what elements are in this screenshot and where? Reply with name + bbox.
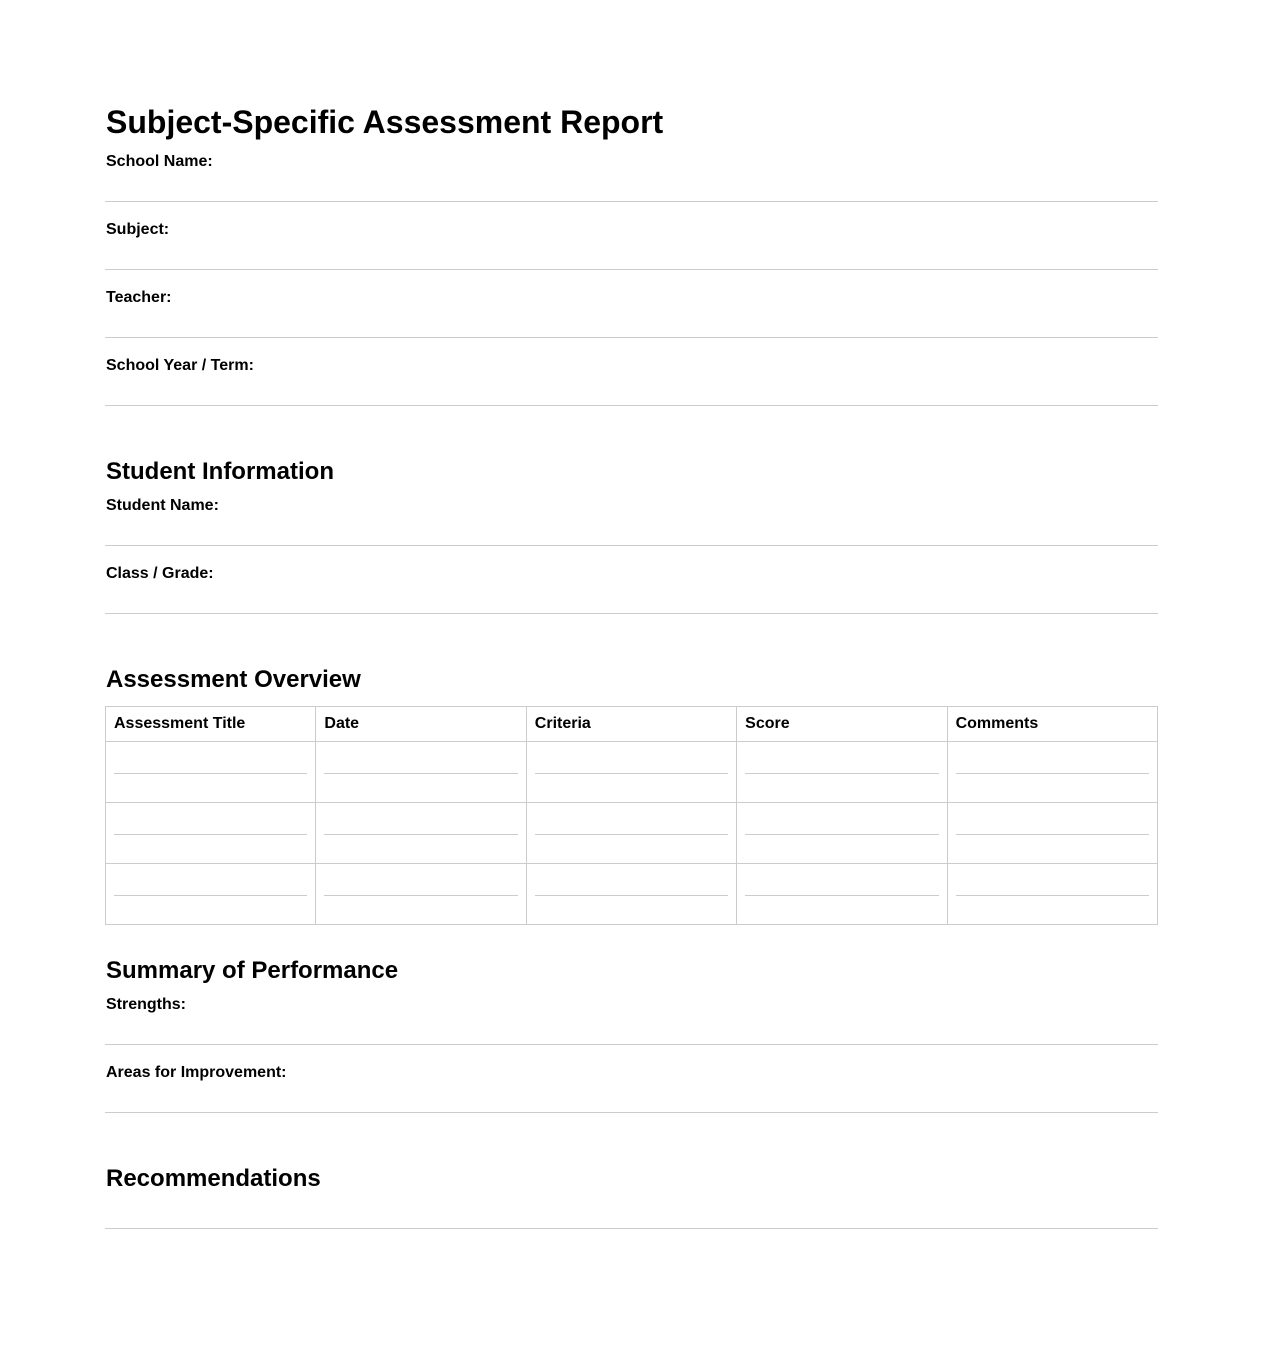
cell-input-line[interactable] [745,834,939,835]
table-cell[interactable] [946,802,1159,864]
cell-input-line[interactable] [114,834,308,835]
cell-input-line[interactable] [324,834,518,835]
improvement-label: Areas for Improvement: [106,1064,287,1081]
student-name-label: Student Name: [106,497,219,514]
cell-input-line[interactable] [324,895,518,896]
class-grade-field[interactable] [105,613,1158,614]
column-header: Criteria [525,706,738,742]
table-cell[interactable] [525,863,738,925]
summary-heading: Summary of Performance [106,957,399,984]
cell-input-line[interactable] [955,895,1149,896]
cell-input-line[interactable] [114,773,308,774]
cell-input-line[interactable] [534,834,729,835]
table-cell[interactable] [525,741,738,803]
column-header: Comments [946,706,1159,742]
recommendations-field[interactable] [105,1228,1158,1229]
page-title: Subject-Specific Assessment Report [106,104,664,140]
recommendations-heading: Recommendations [106,1165,321,1192]
table-cell[interactable] [104,863,317,925]
cell-input-line[interactable] [745,895,939,896]
table-cell[interactable] [946,741,1159,803]
table-cell[interactable] [104,802,317,864]
table-row [104,863,1159,925]
cell-input-line[interactable] [324,773,518,774]
school-name-field[interactable] [105,201,1158,202]
table-row [104,741,1159,803]
cell-input-line[interactable] [955,834,1149,835]
teacher-label: Teacher: [106,289,172,306]
column-header: Date [315,706,527,742]
column-header: Assessment Title [104,706,317,742]
cell-input-line[interactable] [955,773,1149,774]
school-name-label: School Name: [106,153,213,170]
table-cell[interactable] [736,741,948,803]
cell-input-line[interactable] [534,895,729,896]
table-cell[interactable] [736,802,948,864]
table-cell[interactable] [736,863,948,925]
column-header: Score [736,706,948,742]
improvement-field[interactable] [105,1112,1158,1113]
student-name-field[interactable] [105,545,1158,546]
cell-input-line[interactable] [534,773,729,774]
subject-field[interactable] [105,269,1158,270]
table-cell[interactable] [315,863,527,925]
table-cell[interactable] [315,802,527,864]
teacher-field[interactable] [105,337,1158,338]
table-row [104,802,1159,864]
school-year-label: School Year / Term: [106,357,254,374]
school-year-field[interactable] [105,405,1158,406]
assessment-table: Assessment Title Date Criteria Score Com… [104,706,1159,925]
class-grade-label: Class / Grade: [106,565,214,582]
student-info-heading: Student Information [106,458,334,485]
cell-input-line[interactable] [114,895,308,896]
table-cell[interactable] [525,802,738,864]
strengths-field[interactable] [105,1044,1158,1045]
strengths-label: Strengths: [106,996,186,1013]
table-cell[interactable] [315,741,527,803]
cell-input-line[interactable] [745,773,939,774]
assessment-overview-heading: Assessment Overview [106,666,361,693]
table-header-row: Assessment Title Date Criteria Score Com… [104,706,1159,742]
subject-label: Subject: [106,221,170,238]
table-cell[interactable] [946,863,1159,925]
table-cell[interactable] [104,741,317,803]
